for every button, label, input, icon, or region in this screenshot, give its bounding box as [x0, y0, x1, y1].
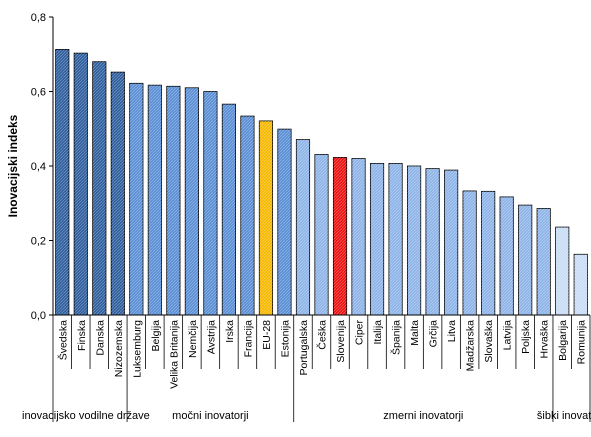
x-tick-label: Slovaška — [483, 320, 495, 363]
x-tick-label: Francija — [242, 320, 254, 358]
bar-hatch — [425, 168, 440, 315]
x-tick-labels: Švedska Finska Danska Nizozemska Luksemburg B… — [56, 319, 587, 388]
x-tick-label: Slovenija — [335, 320, 347, 363]
bar-hatch — [537, 208, 551, 315]
bar-hatch — [296, 139, 310, 315]
x-tick-label: Španija — [390, 320, 403, 355]
bar-hatch — [314, 154, 329, 315]
y-tick-label: 0,2 — [31, 236, 46, 248]
x-tick-label: Švedska — [56, 320, 69, 360]
bar-hatch — [444, 170, 458, 315]
bar-hatch — [351, 158, 366, 315]
group-label: zmerni inovatorji — [383, 410, 463, 422]
x-tick-label: Luksemburg — [131, 320, 143, 378]
x-tick-label: Grčija — [428, 320, 440, 348]
x-tick-label: Portugalska — [298, 320, 310, 376]
bar-hatch — [148, 85, 162, 315]
bar-hatch — [92, 61, 106, 316]
bar-hatch — [518, 205, 532, 315]
x-tick-label: Nemčija — [187, 320, 199, 358]
bar-hatch — [481, 191, 495, 315]
bar-hatch — [500, 196, 514, 315]
bar-hatch — [129, 83, 143, 316]
y-tick-label: 0,6 — [31, 87, 46, 99]
x-tick-label: Češka — [316, 320, 329, 350]
bar-hatch — [240, 116, 255, 316]
bar-hatch — [555, 227, 569, 315]
x-tick-label: Madžarska — [465, 320, 477, 372]
x-tick-label: Irska — [224, 320, 236, 343]
x-tick-label: Litva — [446, 320, 458, 342]
bar-hatch — [277, 129, 292, 315]
bars — [55, 49, 588, 316]
group-label: šibki inovatorji — [537, 410, 591, 422]
x-tick-label: Finska — [76, 320, 88, 351]
x-tick-label: Ciper — [354, 319, 366, 345]
bar-hatch — [55, 49, 69, 315]
x-tick-label: Avstrija — [205, 320, 217, 354]
bar-hatch — [166, 86, 181, 315]
bar-hatch — [370, 163, 384, 315]
bar-hatch — [222, 104, 236, 315]
bar-hatch — [203, 91, 218, 315]
group-label: močni inovatorji — [172, 410, 248, 422]
y-tick-label: 0,4 — [31, 161, 46, 173]
x-axis — [52, 314, 591, 422]
group-labels: inovacijsko vodilne države močni inovator… — [22, 410, 591, 422]
bar-hatch — [574, 254, 588, 315]
x-tick-label: Latvija — [502, 320, 514, 351]
x-tick-label: Nizozemska — [113, 320, 125, 377]
x-tick-label: Malta — [409, 320, 421, 346]
x-tick-label: Bolgarija — [557, 320, 569, 361]
bar-hatch — [407, 166, 421, 315]
x-tick-label: Poljska — [520, 320, 532, 354]
y-axis-label: Inovacijski indeks — [6, 114, 20, 217]
x-tick-label: Belgija — [150, 320, 162, 352]
bar-hatch — [388, 163, 403, 315]
x-tick-label: Hrvaška — [539, 320, 551, 359]
group-label: inovacijsko vodilne države — [22, 410, 150, 422]
bar-hatch — [74, 53, 88, 315]
bar-hatch — [111, 72, 125, 315]
x-tick-label: Danska — [94, 320, 106, 356]
x-tick-label: EU-28 — [261, 320, 273, 350]
bar-hatch — [333, 157, 347, 315]
bar-hatch — [259, 120, 273, 316]
y-tick-label: 0,8 — [31, 12, 46, 24]
y-axis: 0,0 0,2 0,4 0,6 0,8 — [31, 12, 54, 322]
x-tick-label: Estonija — [279, 320, 291, 358]
bar-hatch — [462, 190, 477, 315]
bar-hatch — [185, 87, 199, 316]
x-tick-label: Italija — [372, 320, 384, 345]
x-tick-label: Romunija — [576, 320, 588, 365]
y-tick-label: 0,0 — [31, 310, 46, 322]
x-tick-label: Velika Britanija — [168, 320, 180, 389]
